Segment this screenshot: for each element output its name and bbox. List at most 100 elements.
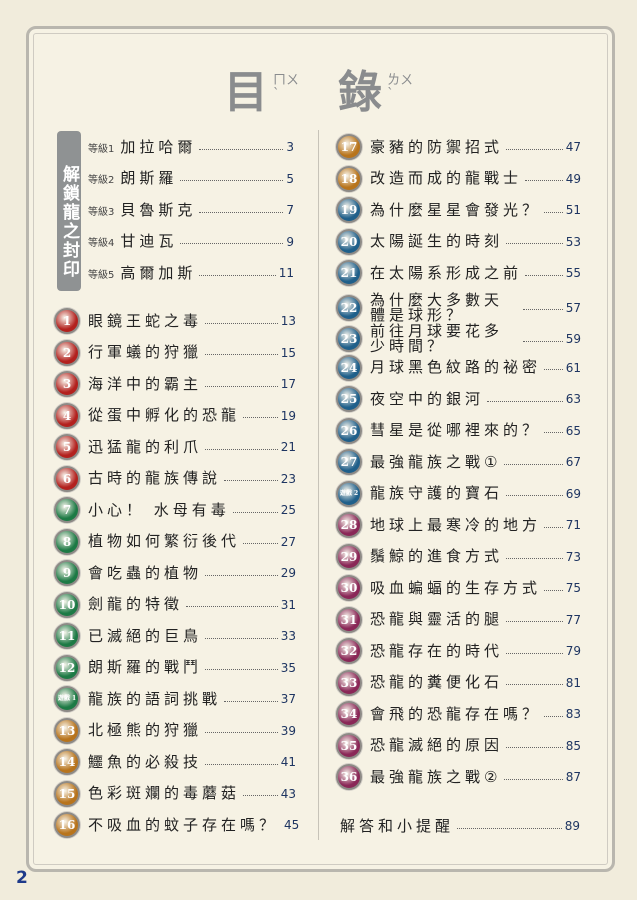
entry-title: 朗斯羅的戰鬥 xyxy=(88,658,203,676)
page-ref: 7 xyxy=(286,203,294,217)
toc-entry[interactable]: 8 植物如何繁衍後代 27 xyxy=(54,528,296,556)
toc-entry[interactable]: 35 恐龍滅絕的原因 85 xyxy=(336,732,581,760)
toc-entry[interactable]: 30 吸血蝙蝠的生存方式 75 xyxy=(336,574,581,602)
toc-entry[interactable]: 遊戲 2 龍族守護的寶石 69 xyxy=(336,480,581,508)
toc-entry[interactable]: 16 不吸血的蚊子存在嗎？ 45 xyxy=(54,811,299,839)
dot-leader xyxy=(506,243,563,244)
dot-leader xyxy=(199,148,284,150)
toc-entry[interactable]: 17 豪豬的防禦招式 47 xyxy=(336,133,581,161)
toc-entry[interactable]: 1 眼鏡王蛇之毒 13 xyxy=(54,307,296,335)
toc-entry[interactable]: 19 為什麼星星會發光？ 51 xyxy=(336,196,581,224)
entry-title: 龍族守護的寶石 xyxy=(370,484,504,502)
page-ref: 21 xyxy=(280,440,296,454)
toc-entry[interactable]: 10 劍龍的特徵 31 xyxy=(54,591,296,619)
level-label: 等級1 xyxy=(88,143,115,155)
chapter-badge: 遊戲 1 xyxy=(54,686,80,712)
toc-entry[interactable]: 21 在太陽系形成之前 55 xyxy=(336,259,581,287)
level-label: 等級5 xyxy=(88,269,115,281)
dot-leader xyxy=(504,463,563,465)
page-ref: 53 xyxy=(565,234,581,249)
page-ref: 23 xyxy=(280,471,296,486)
entry-title: 朗斯羅 xyxy=(120,169,178,187)
entry-title: 北極熊的狩獵 xyxy=(88,721,203,739)
entry-title: 貝魯斯克 xyxy=(120,200,197,219)
page-ref: 65 xyxy=(565,423,581,438)
page-ref: 39 xyxy=(280,723,296,738)
chapter-badge: 22 xyxy=(336,294,362,321)
toc-entry[interactable]: 等級1 加拉哈爾 3 xyxy=(88,133,294,161)
level-label: 等級3 xyxy=(88,206,115,218)
toc-entry[interactable]: 12 朗斯羅的戰鬥 35 xyxy=(54,654,296,682)
toc-entry[interactable]: 25 夜空中的銀河 63 xyxy=(336,385,581,413)
dot-leader xyxy=(199,211,284,213)
chapter-badge: 20 xyxy=(336,228,362,255)
toc-entry[interactable]: 遊戲 1 龍族的語詞挑戰 37 xyxy=(54,685,296,713)
entry-title: 鱷魚的必殺技 xyxy=(88,752,203,771)
toc-entry[interactable]: 29 鬚鯨的進食方式 73 xyxy=(336,543,581,571)
toc-entry[interactable]: 32 恐龍存在的時代 79 xyxy=(336,637,581,665)
toc-entry[interactable]: 28 地球上最寒冷的地方 71 xyxy=(336,511,581,539)
entry-title: 已滅絕的巨鳥 xyxy=(88,626,203,645)
page-ref: 69 xyxy=(565,486,581,501)
entry-title: 為什麼大多數天體是球形？ xyxy=(370,290,504,324)
page-ref: 63 xyxy=(565,392,581,406)
toc-entry[interactable]: 9 會吃蟲的植物 29 xyxy=(54,559,296,587)
toc-entry[interactable]: 22 為什麼大多數天體是球形？ 57 xyxy=(336,291,581,325)
toc-entry[interactable]: 6 古時的龍族傳說 23 xyxy=(54,465,296,493)
toc-entry[interactable]: 34 會飛的恐龍存在嗎？ 83 xyxy=(336,700,581,728)
dot-leader xyxy=(544,589,563,591)
page-ref: 47 xyxy=(565,140,581,154)
entry-title: 解答和小提醒 xyxy=(340,816,455,835)
toc-entry[interactable]: 5 迅猛龍的利爪 21 xyxy=(54,433,296,461)
chapter-badge: 16 xyxy=(54,812,80,838)
chapter-badge: 24 xyxy=(336,354,362,381)
toc-entry[interactable]: 等級2 朗斯羅 5 xyxy=(88,165,294,193)
chapter-badge: 35 xyxy=(336,732,362,759)
toc-entry[interactable]: 20 太陽誕生的時刻 53 xyxy=(336,228,581,256)
dot-leader xyxy=(232,511,278,513)
toc-entry[interactable]: 等級4 甘迪瓦 9 xyxy=(88,228,294,256)
page-ref: 3 xyxy=(286,140,294,154)
entry-title: 古時的龍族傳說 xyxy=(88,469,222,487)
toc-entry[interactable]: 26 彗星是從哪裡來的？ 65 xyxy=(336,417,581,445)
toc-entry[interactable]: 等級3 貝魯斯克 7 xyxy=(88,196,294,224)
dot-leader xyxy=(205,448,278,450)
dot-leader xyxy=(186,606,278,607)
chapter-badge: 遊戲 2 xyxy=(336,480,362,507)
dot-leader xyxy=(180,180,284,181)
toc-entry[interactable]: 27 最強龍族之戰① 67 xyxy=(336,448,581,476)
chapter-badge: 9 xyxy=(54,560,80,586)
entry-title: 前往月球要花多少時間？ xyxy=(370,322,504,355)
toc-entry[interactable]: 3 海洋中的霸主 17 xyxy=(54,370,296,398)
toc-entry[interactable]: 23 前往月球要花多少時間？ 59 xyxy=(336,322,581,356)
entry-title: 恐龍存在的時代 xyxy=(370,641,504,660)
entry-title: 加拉哈爾 xyxy=(120,137,197,156)
toc-entry[interactable]: 31 恐龍與靈活的腿 77 xyxy=(336,606,581,634)
chapter-badge: 27 xyxy=(336,449,362,475)
page-ref: 35 xyxy=(280,660,296,675)
toc-entry[interactable]: 24 月球黑色紋路的祕密 61 xyxy=(336,354,581,382)
toc-entry[interactable]: 33 恐龍的糞便化石 81 xyxy=(336,669,581,697)
toc-entry[interactable]: 4 從蛋中孵化的恐龍 19 xyxy=(54,402,296,430)
toc-entry[interactable]: 2 行軍蟻的狩獵 15 xyxy=(54,339,296,367)
toc-entry[interactable]: 7 小心！ 水母有毒 25 xyxy=(54,496,296,524)
toc-entry[interactable]: 14 鱷魚的必殺技 41 xyxy=(54,748,296,776)
dot-leader xyxy=(544,211,563,213)
chapter-badge: 36 xyxy=(336,764,362,790)
page-ref: 17 xyxy=(280,377,296,391)
entry-title: 在太陽系形成之前 xyxy=(370,263,523,282)
toc-entry[interactable]: 13 北極熊的狩獵 39 xyxy=(54,717,296,745)
entry-title: 最強龍族之戰① xyxy=(370,452,502,471)
toc-entry[interactable]: 等級5 高爾加斯 11 xyxy=(88,259,294,287)
toc-entry[interactable]: 18 改造而成的龍戰士 49 xyxy=(336,165,581,193)
toc-entry[interactable]: 11 已滅絕的巨鳥 33 xyxy=(54,622,296,650)
dot-leader xyxy=(506,684,563,685)
level-label: 等級4 xyxy=(88,238,115,249)
entry-title: 最強龍族之戰② xyxy=(370,767,502,786)
toc-entry[interactable]: 解答和小提醒 89 xyxy=(340,812,580,840)
entry-title: 夜空中的銀河 xyxy=(370,389,485,408)
toc-entry[interactable]: 15 色彩斑斕的毒蘑菇 43 xyxy=(54,780,296,808)
toc-entry[interactable]: 36 最強龍族之戰② 87 xyxy=(336,763,581,791)
page-ref: 81 xyxy=(565,675,581,690)
page-ref: 11 xyxy=(278,266,294,280)
